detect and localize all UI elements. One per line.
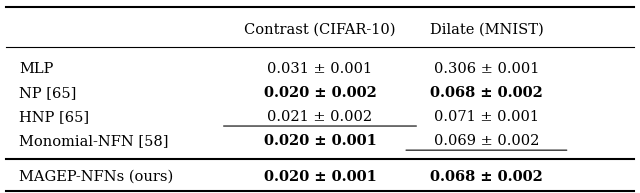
Text: Monomial-NFN [58]: Monomial-NFN [58] (19, 134, 169, 148)
Text: Contrast (CIFAR-10): Contrast (CIFAR-10) (244, 23, 396, 37)
Text: 0.020 ± 0.002: 0.020 ± 0.002 (264, 86, 376, 100)
Text: 0.068 ± 0.002: 0.068 ± 0.002 (430, 170, 543, 184)
Text: HNP [65]: HNP [65] (19, 110, 90, 124)
Text: 0.068 ± 0.002: 0.068 ± 0.002 (430, 86, 543, 100)
Text: Dilate (MNIST): Dilate (MNIST) (429, 23, 543, 37)
Text: 0.306 ± 0.001: 0.306 ± 0.001 (434, 62, 539, 75)
Text: 0.021 ± 0.002: 0.021 ± 0.002 (268, 110, 372, 124)
Text: 0.031 ± 0.001: 0.031 ± 0.001 (268, 62, 372, 75)
Text: NP [65]: NP [65] (19, 86, 77, 100)
Text: 0.020 ± 0.001: 0.020 ± 0.001 (264, 134, 376, 148)
Text: MAGEP-NFNs (ours): MAGEP-NFNs (ours) (19, 170, 173, 184)
Text: 0.071 ± 0.001: 0.071 ± 0.001 (434, 110, 539, 124)
Text: 0.020 ± 0.001: 0.020 ± 0.001 (264, 170, 376, 184)
Text: MLP: MLP (19, 62, 54, 75)
Text: 0.069 ± 0.002: 0.069 ± 0.002 (434, 134, 539, 148)
